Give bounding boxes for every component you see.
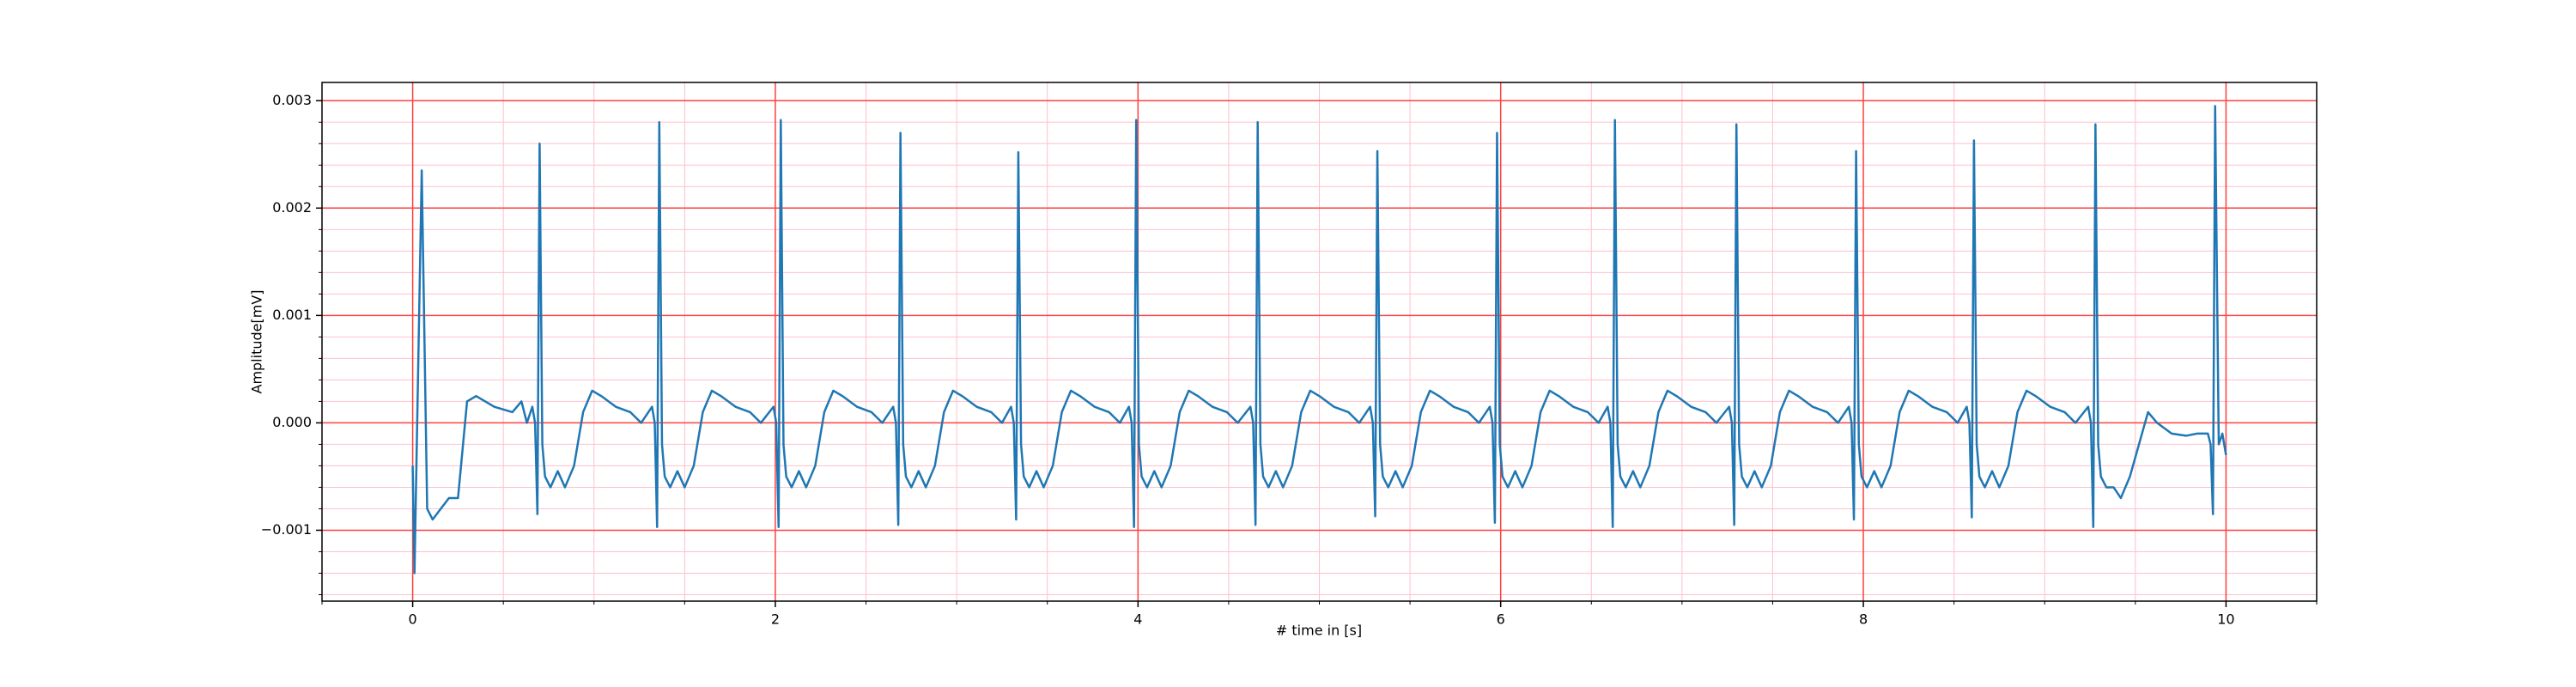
y-tick-label: 0.000 — [272, 414, 312, 430]
x-tick-label: 8 — [1859, 611, 1868, 628]
plot-frame — [321, 82, 2318, 602]
y-axis-label: Amplitude[mV] — [249, 289, 265, 393]
y-tick-label: 0.003 — [272, 92, 312, 108]
y-tick-label: −0.001 — [261, 521, 312, 538]
y-tick-label: 0.002 — [272, 199, 312, 216]
x-tick-label: 6 — [1497, 611, 1505, 628]
y-tick-label: 0.001 — [272, 307, 312, 323]
x-tick-label: 2 — [771, 611, 780, 628]
x-tick-label: 10 — [2217, 611, 2234, 628]
x-tick-label: 0 — [408, 611, 416, 628]
ecg-line — [411, 105, 2227, 575]
x-tick-label: 4 — [1133, 611, 1142, 628]
x-axis-label: # time in [s] — [1276, 623, 1362, 639]
